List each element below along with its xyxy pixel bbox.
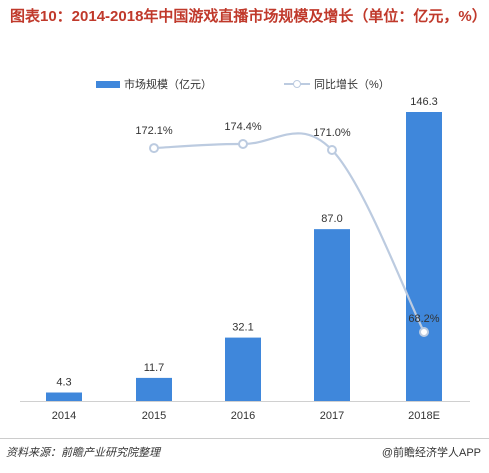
growth-point-2015 (149, 143, 159, 154)
bar-value-label-2018E: 146.3 (410, 96, 438, 108)
x-tick-label-2018E: 2018E (408, 410, 440, 422)
growth-label-2017: 171.0% (313, 127, 351, 139)
bar-value-label-2016: 32.1 (232, 322, 253, 334)
growth-point-2016 (238, 139, 248, 149)
legend-bar-label: 市场规模（亿元） (124, 79, 212, 91)
legend: 市场规模（亿元） 同比增长（%） (0, 76, 489, 96)
bar-value-label-2014: 4.3 (56, 377, 71, 389)
legend-item-bar: 市场规模（亿元） (96, 76, 212, 92)
x-tick-label-2016: 2016 (231, 410, 255, 422)
brand-credit: @前瞻经济学人APP (381, 447, 481, 459)
x-tick-label-2015: 2015 (142, 410, 166, 422)
growth-point-2017 (327, 145, 337, 156)
growth-label-2016: 174.4% (224, 121, 262, 133)
x-tick-label-2017: 2017 (320, 410, 344, 422)
x-tick-label-2014: 2014 (52, 410, 76, 422)
bar-2014 (46, 392, 82, 401)
bar-2016 (225, 337, 261, 401)
footer-divider (0, 438, 489, 439)
source-note: 资料来源：前瞻产业研究院整理 (6, 447, 160, 459)
legend-item-line: 同比增长（%） (284, 76, 390, 92)
bar-value-label-2015: 11.7 (144, 362, 165, 374)
growth-label-2018E: 68.2% (408, 313, 439, 325)
growth-point-2018E (419, 327, 429, 337)
chart-title: 图表10：2014-2018年中国游戏直播市场规模及增长（单位：亿元，%） (10, 8, 487, 25)
bar-2018E (406, 112, 442, 401)
bar-2017 (314, 229, 350, 401)
legend-line-label: 同比增长（%） (314, 79, 390, 91)
growth-label-2015: 172.1% (135, 125, 173, 137)
bar-value-label-2017: 87.0 (321, 213, 342, 225)
bar-2015 (136, 377, 172, 401)
growth-line (153, 132, 425, 333)
legend-bar-swatch (96, 80, 120, 88)
legend-line-swatch (284, 79, 310, 89)
